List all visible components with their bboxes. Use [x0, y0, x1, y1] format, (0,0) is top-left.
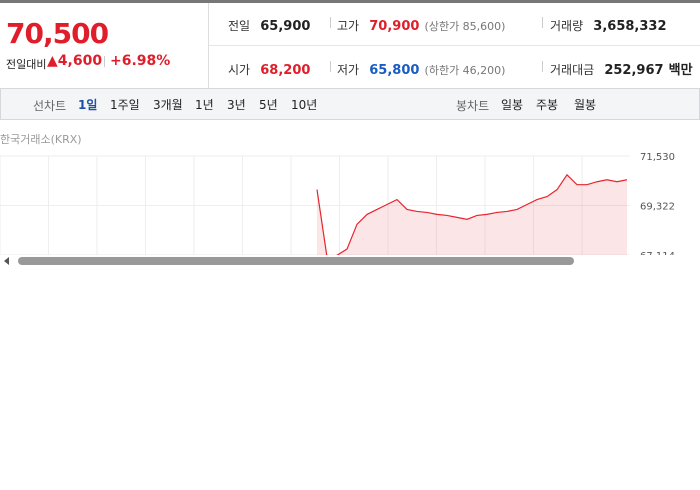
toolbar-button[interactable]: 10년: [291, 98, 318, 112]
stat-label: 고가: [337, 19, 360, 33]
stat: 고가 70,900 (상한가 85,600): [337, 15, 505, 34]
chart: 71,530 69,322 67,114: [0, 152, 675, 256]
toolbar-button[interactable]: 일봉: [501, 98, 524, 112]
area: [317, 174, 627, 256]
stat-value: 68,200: [260, 63, 311, 78]
stat-value: 65,800: [369, 63, 420, 78]
stat: 거래량 3,658,332: [550, 15, 667, 34]
toolbar-button[interactable]: 3년: [227, 98, 246, 112]
price: 70,500: [6, 17, 109, 50]
toolbar-button[interactable]: 1일: [78, 98, 98, 112]
source: 한국거래소(KRX): [0, 133, 82, 146]
stat-label: 거래량: [550, 19, 584, 33]
y-tick-label: 69,322: [640, 202, 675, 213]
toolbar-label: 봉차트: [456, 99, 490, 113]
toolbar-label: 선차트: [33, 99, 67, 113]
toolbar-button[interactable]: 1주일: [110, 98, 140, 112]
stat-value: 65,900: [260, 19, 311, 34]
stat-note: (상한가 85,600): [424, 20, 506, 33]
change-value: 4,600: [57, 53, 103, 69]
divider: [209, 45, 700, 46]
divider: [208, 3, 209, 88]
stat-note: (하한가 46,200): [424, 64, 506, 77]
change: ▲4,600: [47, 53, 103, 69]
stat-label: 거래대금: [550, 63, 595, 77]
scrollbar[interactable]: [0, 255, 700, 268]
stat-value: 70,900: [369, 19, 420, 34]
change-rate: +6.98%: [110, 53, 171, 69]
toolbar-button[interactable]: 월봉: [574, 98, 597, 112]
toolbar-button[interactable]: 3개월: [153, 98, 183, 112]
top-border: [0, 0, 700, 3]
y-tick-label: 67,114: [640, 251, 675, 256]
stat: 시가 68,200: [228, 59, 310, 78]
stat: 전일 65,900: [228, 15, 310, 34]
y-tick-label: 71,530: [640, 152, 675, 163]
toolbar-button[interactable]: 주봉: [536, 98, 559, 112]
stat: 저가 65,800 (하한가 46,200): [337, 59, 505, 78]
toolbar: 선차트 봉차트 1일 1주일 3개월 1년 3년 5년 10년 일봉 주봉 월봉: [0, 88, 700, 120]
stat-label: 시가: [228, 63, 251, 77]
stat-label: 전일: [228, 19, 251, 33]
stat-unit: 백만: [668, 63, 693, 78]
stat: 거래대금 252,967 백만: [550, 59, 693, 78]
toolbar-button[interactable]: 1년: [195, 98, 214, 112]
stat-value: 252,967: [604, 63, 664, 78]
stat-value: 3,658,332: [593, 19, 667, 34]
stat-label: 저가: [337, 63, 360, 77]
change-label: 전일대비: [6, 58, 47, 71]
toolbar-button[interactable]: 5년: [259, 98, 278, 112]
line: [316, 173, 628, 256]
